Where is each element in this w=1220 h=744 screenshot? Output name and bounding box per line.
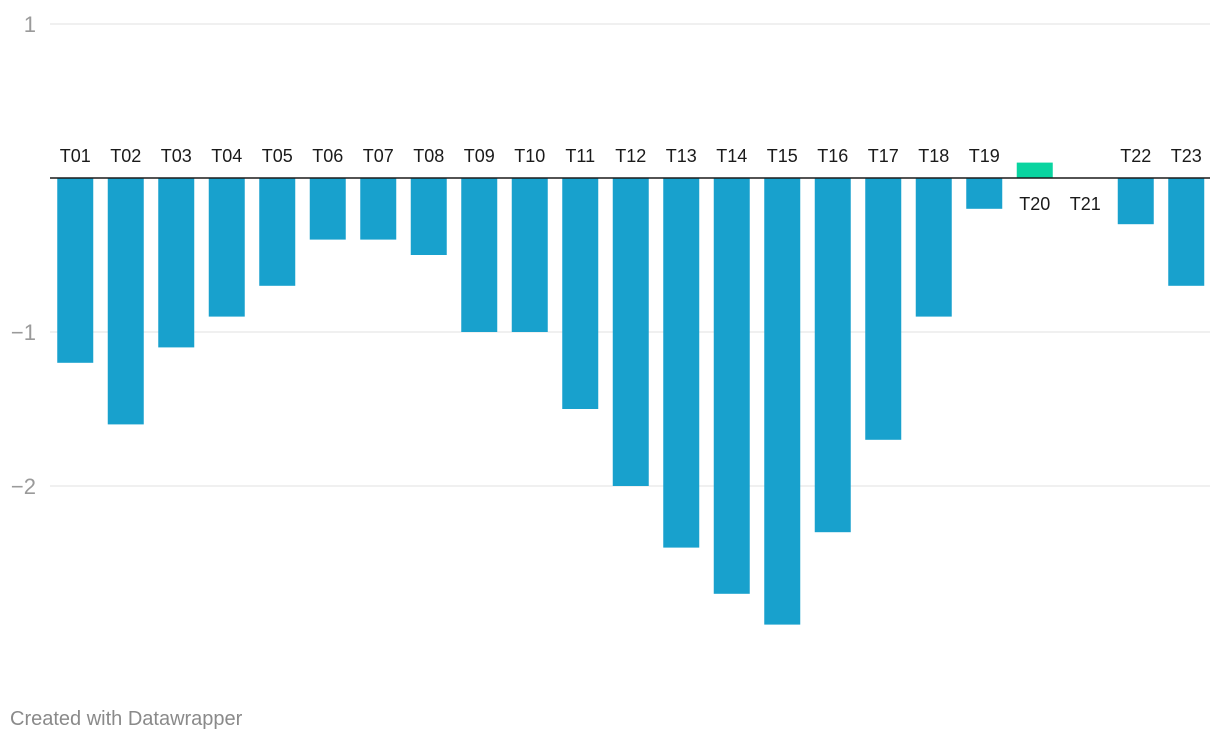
category-label: T15 [767,146,798,166]
category-label: T14 [716,146,747,166]
bar [309,178,346,240]
category-label: T18 [918,146,949,166]
category-label: T05 [262,146,293,166]
category-label: T16 [817,146,848,166]
category-label: T02 [110,146,141,166]
category-label: T11 [565,146,595,166]
category-label: T01 [60,146,91,166]
bar [612,178,649,486]
category-label: T23 [1171,146,1202,166]
bar [208,178,245,317]
bar [158,178,195,348]
category-label: T20 [1019,194,1050,214]
bar [511,178,548,332]
category-labels: T01 T02 T03 T04 T05 T06 T07 T08 T09 T10 T11 T12 T13 T… [60,146,1202,214]
bar [461,178,498,332]
category-label: T09 [464,146,495,166]
y-tick-label: −2 [11,474,36,499]
bar [360,178,397,240]
bars [57,162,1205,625]
category-label: T22 [1120,146,1151,166]
bar-chart: T01 T02 T03 T04 T05 T06 T07 T08 T09 T10 T11 T12 T13 T… [11,12,1210,625]
bar [915,178,952,317]
category-label: T08 [413,146,444,166]
category-label: T19 [969,146,1000,166]
category-label: T21 [1070,194,1101,214]
bar [259,178,296,286]
category-label: T03 [161,146,192,166]
category-label: T13 [666,146,697,166]
bar [410,178,447,255]
bar [713,178,750,594]
bar [1016,162,1053,178]
bar [107,178,144,425]
y-axis-ticks: 1 −1 −2 [11,12,36,499]
bar [562,178,599,409]
y-tick-label: 1 [24,12,36,37]
bar [865,178,902,440]
category-label: T04 [211,146,242,166]
bar [57,178,94,363]
bar [1117,178,1154,225]
bar [1168,178,1205,286]
bar [814,178,851,533]
category-label: T12 [615,146,646,166]
bar [663,178,700,548]
bar [966,178,1003,209]
category-label: T06 [312,146,343,166]
category-label: T10 [514,146,545,166]
credit-text: Created with Datawrapper [10,708,243,730]
bar [764,178,801,625]
category-label: T07 [363,146,394,166]
category-label: T17 [868,146,899,166]
y-tick-label: −1 [11,320,36,345]
